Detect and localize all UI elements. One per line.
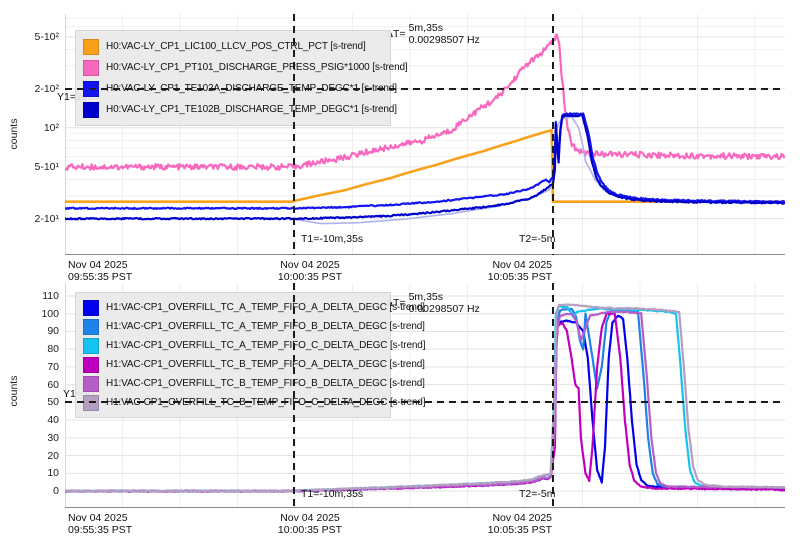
t2-cursor-label-top: T2=-5m bbox=[519, 233, 556, 245]
y-tick-label: 100 bbox=[41, 307, 59, 320]
legend-label: H1:VAC-CP1_OVERFILL_TC_B_TEMP_FIFO_B_DEL… bbox=[106, 378, 425, 389]
y-tick-label: 70 bbox=[47, 360, 59, 373]
y-axis-title-top: counts bbox=[8, 118, 20, 150]
legend-label: H1:VAC-CP1_OVERFILL_TC_A_TEMP_FIFO_B_DEL… bbox=[106, 321, 425, 332]
x-tick-label: Nov 04 2025 09:55:35 PST bbox=[68, 259, 133, 283]
series-TE102B_DISCHARGE_TEMP_DEGC bbox=[65, 113, 785, 221]
legend-item[interactable]: H0:VAC-LY_CP1_PT101_DISCHARGE_PRESS_PSIG… bbox=[83, 57, 408, 78]
legend-label: H0:VAC-LY_CP1_PT101_DISCHARGE_PRESS_PSIG… bbox=[106, 62, 408, 73]
t2-cursor-line[interactable] bbox=[552, 283, 555, 508]
y-tick-label: 80 bbox=[47, 343, 59, 356]
t2-cursor-label-bottom: T2=-5m bbox=[519, 488, 556, 500]
x-tick-label: Nov 04 2025 10:00:35 PST bbox=[277, 259, 343, 283]
delta-t-time: 5m,35s bbox=[408, 291, 443, 303]
t1-cursor-label-bottom: T1=-10m,35s bbox=[301, 488, 364, 500]
delta-t-frequency: 0.00298507 Hz bbox=[408, 303, 480, 315]
legend-swatch bbox=[83, 356, 99, 373]
y-tick-label: 20 bbox=[47, 449, 59, 462]
t2-cursor-line[interactable] bbox=[552, 14, 555, 255]
legend-swatch bbox=[83, 59, 99, 76]
x-tick-label: Nov 04 2025 10:00:35 PST bbox=[277, 512, 343, 536]
delta-t-time: 5m,35s bbox=[408, 22, 443, 34]
x-tick-label: Nov 04 2025 09:55:35 PST bbox=[68, 512, 133, 536]
legend-label: H1:VAC-CP1_OVERFILL_TC_A_TEMP_FIFO_C_DEL… bbox=[106, 340, 426, 351]
legend-swatch bbox=[83, 299, 99, 316]
legend-label: H0:VAC-LY_CP1_TE102B_DISCHARGE_TEMP_DEGC… bbox=[106, 104, 397, 115]
legend-item[interactable]: H1:VAC-CP1_OVERFILL_TC_A_TEMP_FIFO_A_DEL… bbox=[83, 298, 425, 317]
y1-cursor-line[interactable] bbox=[65, 87, 785, 90]
y-tick-label: 60 bbox=[47, 378, 59, 391]
series-TC_B_FIFO_C_DELTA bbox=[65, 303, 785, 493]
legend-item[interactable]: H1:VAC-CP1_OVERFILL_TC_A_TEMP_FIFO_B_DEL… bbox=[83, 317, 425, 336]
y-tick-label: 10 bbox=[47, 467, 59, 480]
y-tick-label: 40 bbox=[47, 414, 59, 427]
delta-t-frequency: 0.00298507 Hz bbox=[408, 34, 480, 46]
legend-swatch bbox=[83, 101, 99, 118]
t1-cursor-line[interactable] bbox=[293, 14, 296, 255]
legend-item[interactable]: H1:VAC-CP1_OVERFILL_TC_B_TEMP_FIFO_B_DEL… bbox=[83, 374, 425, 393]
y-tick-label: 0 bbox=[53, 485, 59, 498]
legend-item[interactable]: H0:VAC-LY_CP1_LIC100_LLCV_POS_CTRL_PCT [… bbox=[83, 36, 390, 57]
legend-swatch bbox=[83, 375, 99, 392]
legend-bottom: H1:VAC-CP1_OVERFILL_TC_A_TEMP_FIFO_A_DEL… bbox=[75, 292, 425, 418]
t1-cursor-label-top: T1=-10m,35s bbox=[301, 233, 364, 245]
legend-item[interactable]: H0:VAC-LY_CP1_TE102B_DISCHARGE_TEMP_DEGC… bbox=[83, 99, 397, 120]
y-tick-label: 5-10² bbox=[34, 30, 59, 43]
delta-t-annotation-top: ΔT= 5m,35s 0.00298507 Hz bbox=[386, 22, 480, 46]
legend-label: H0:VAC-LY_CP1_LIC100_LLCV_POS_CTRL_PCT [… bbox=[106, 41, 366, 52]
x-tick-label: Nov 04 2025 10:05:35 PST bbox=[487, 259, 552, 283]
legend-top: H0:VAC-LY_CP1_LIC100_LLCV_POS_CTRL_PCT [… bbox=[75, 30, 408, 126]
legend-label: H1:VAC-CP1_OVERFILL_TC_B_TEMP_FIFO_A_DEL… bbox=[106, 359, 425, 370]
legend-item[interactable]: H1:VAC-CP1_OVERFILL_TC_A_TEMP_FIFO_C_DEL… bbox=[83, 336, 425, 355]
y-tick-label: 5-10¹ bbox=[34, 160, 59, 173]
y-tick-label: 2-10² bbox=[34, 82, 59, 95]
y-tick-label: 30 bbox=[47, 431, 59, 444]
legend-item[interactable]: H1:VAC-CP1_OVERFILL_TC_B_TEMP_FIFO_A_DEL… bbox=[83, 355, 425, 374]
legend-swatch bbox=[83, 337, 99, 354]
series-PT101_DISCHARGE_PRESS_PSIG bbox=[65, 33, 785, 171]
x-tick-label: Nov 04 2025 10:05:35 PST bbox=[487, 512, 552, 536]
y-tick-label: 110 bbox=[42, 289, 59, 302]
t1-cursor-line[interactable] bbox=[293, 283, 296, 508]
legend-label: H1:VAC-CP1_OVERFILL_TC_A_TEMP_FIFO_A_DEL… bbox=[106, 302, 425, 313]
legend-swatch bbox=[83, 38, 99, 55]
y1-cursor-line[interactable] bbox=[65, 401, 785, 404]
y-tick-label: 2-10¹ bbox=[34, 212, 59, 225]
y-tick-label: 90 bbox=[47, 325, 59, 338]
legend-swatch bbox=[83, 318, 99, 335]
y-tick-label: 50 bbox=[47, 396, 59, 409]
y-tick-label: 10² bbox=[43, 121, 59, 134]
